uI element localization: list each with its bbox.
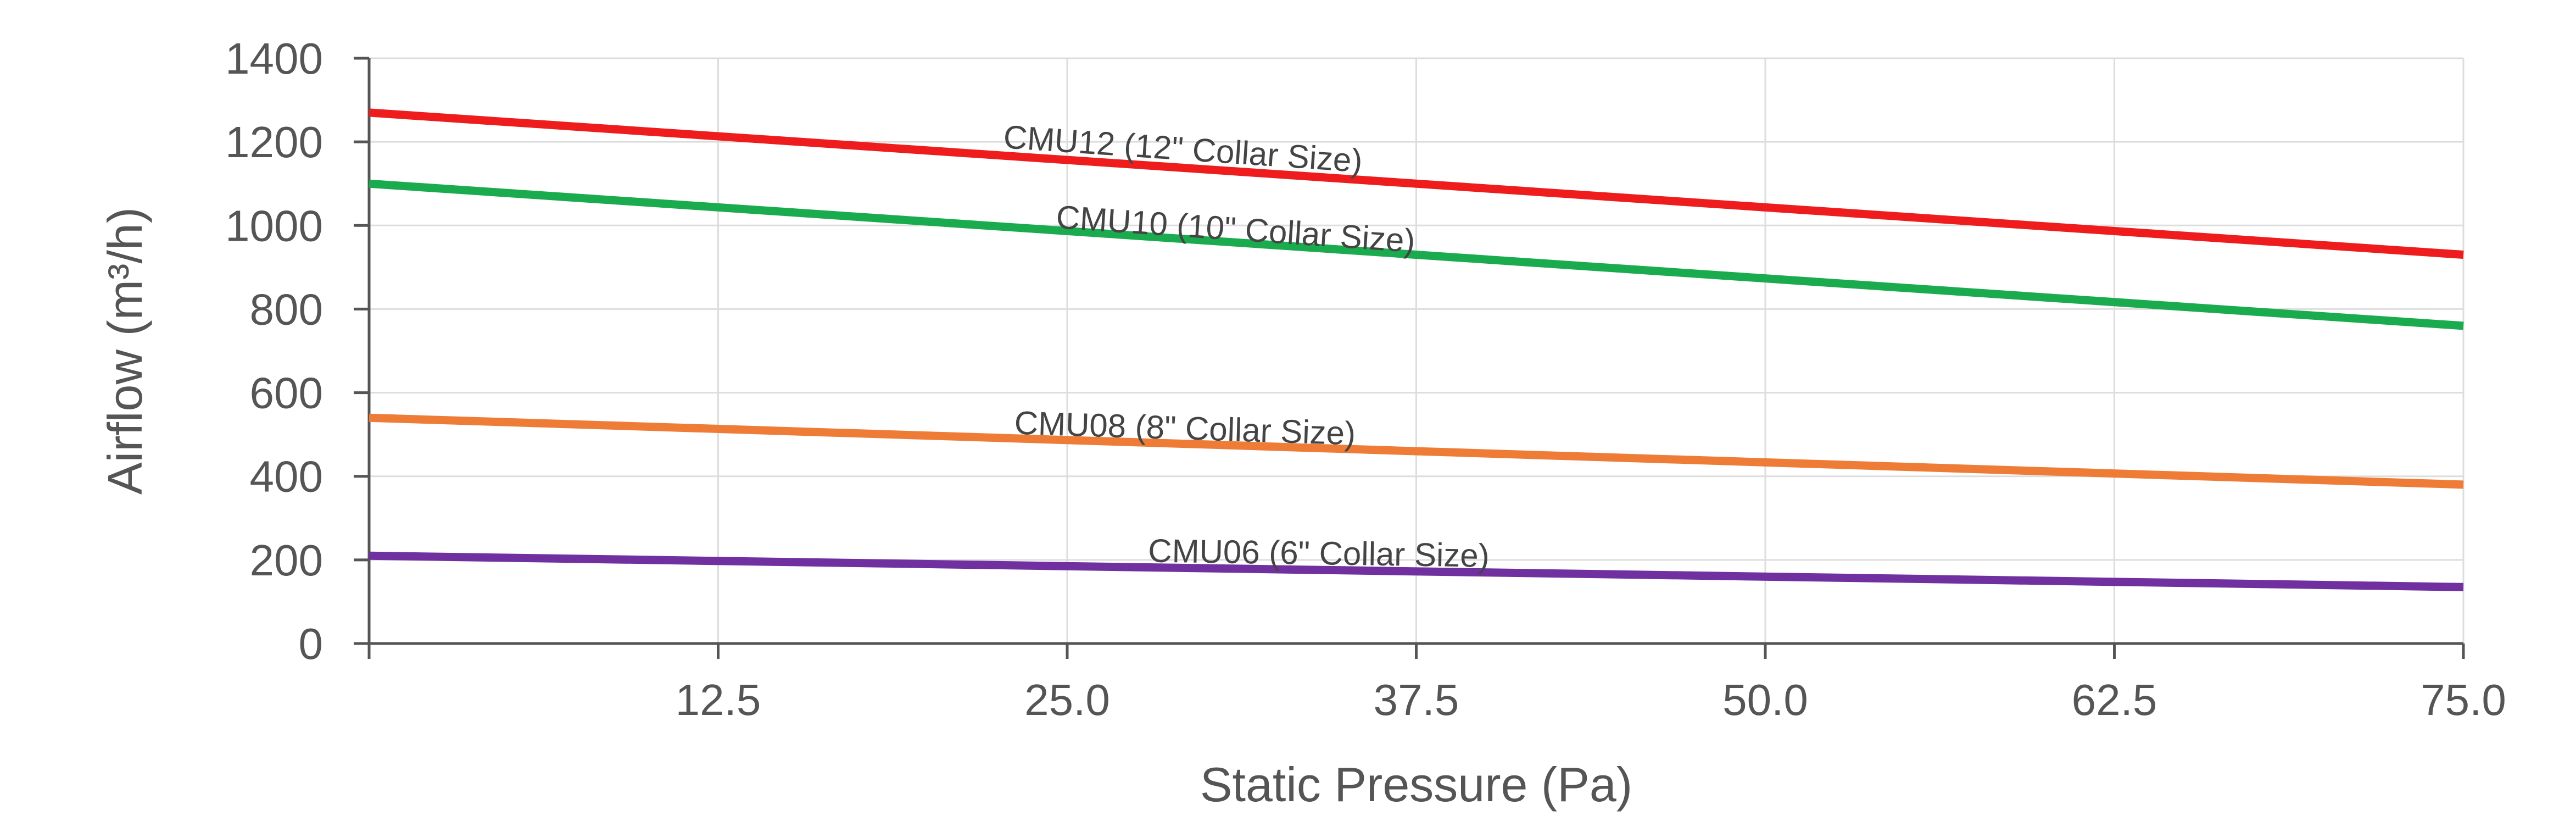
series-label: CMU08 (8" Collar Size): [1014, 404, 1356, 452]
y-tick-label: 1400: [225, 34, 323, 83]
y-tick-label: 200: [250, 536, 323, 585]
x-axis-title: Static Pressure (Pa): [1200, 757, 1632, 812]
series-label: CMU06 (6" Collar Size): [1148, 532, 1490, 574]
y-axis-title: Airflow (m³/h): [98, 207, 152, 495]
gridlines: [369, 57, 2465, 644]
x-tick-label: 75.0: [2421, 675, 2506, 724]
y-tick-label: 800: [250, 285, 323, 334]
y-tick-label: 1200: [225, 118, 323, 167]
y-tick-label: 400: [250, 452, 323, 501]
x-tick-label: 37.5: [1374, 675, 1459, 724]
series-lines: [369, 108, 2464, 591]
series-line: [369, 108, 2464, 259]
axes: 0 200 400 600 800 1000 1200 1400 12.5 25.0 37.5 50.…: [225, 34, 2506, 724]
x-tick-label: 12.5: [676, 675, 761, 724]
x-tick-label: 50.0: [1722, 675, 1808, 724]
x-tick-label: 25.0: [1024, 675, 1110, 724]
series-line: [369, 551, 2464, 591]
series-label: CMU10 (10" Collar Size): [1055, 198, 1417, 259]
y-tick-label: 1000: [225, 201, 323, 250]
series-line: [369, 179, 2464, 330]
y-tick-label: 0: [299, 619, 324, 668]
series-line: [369, 413, 2464, 489]
y-tick-label: 600: [250, 369, 323, 418]
x-tick-label: 62.5: [2072, 675, 2157, 724]
